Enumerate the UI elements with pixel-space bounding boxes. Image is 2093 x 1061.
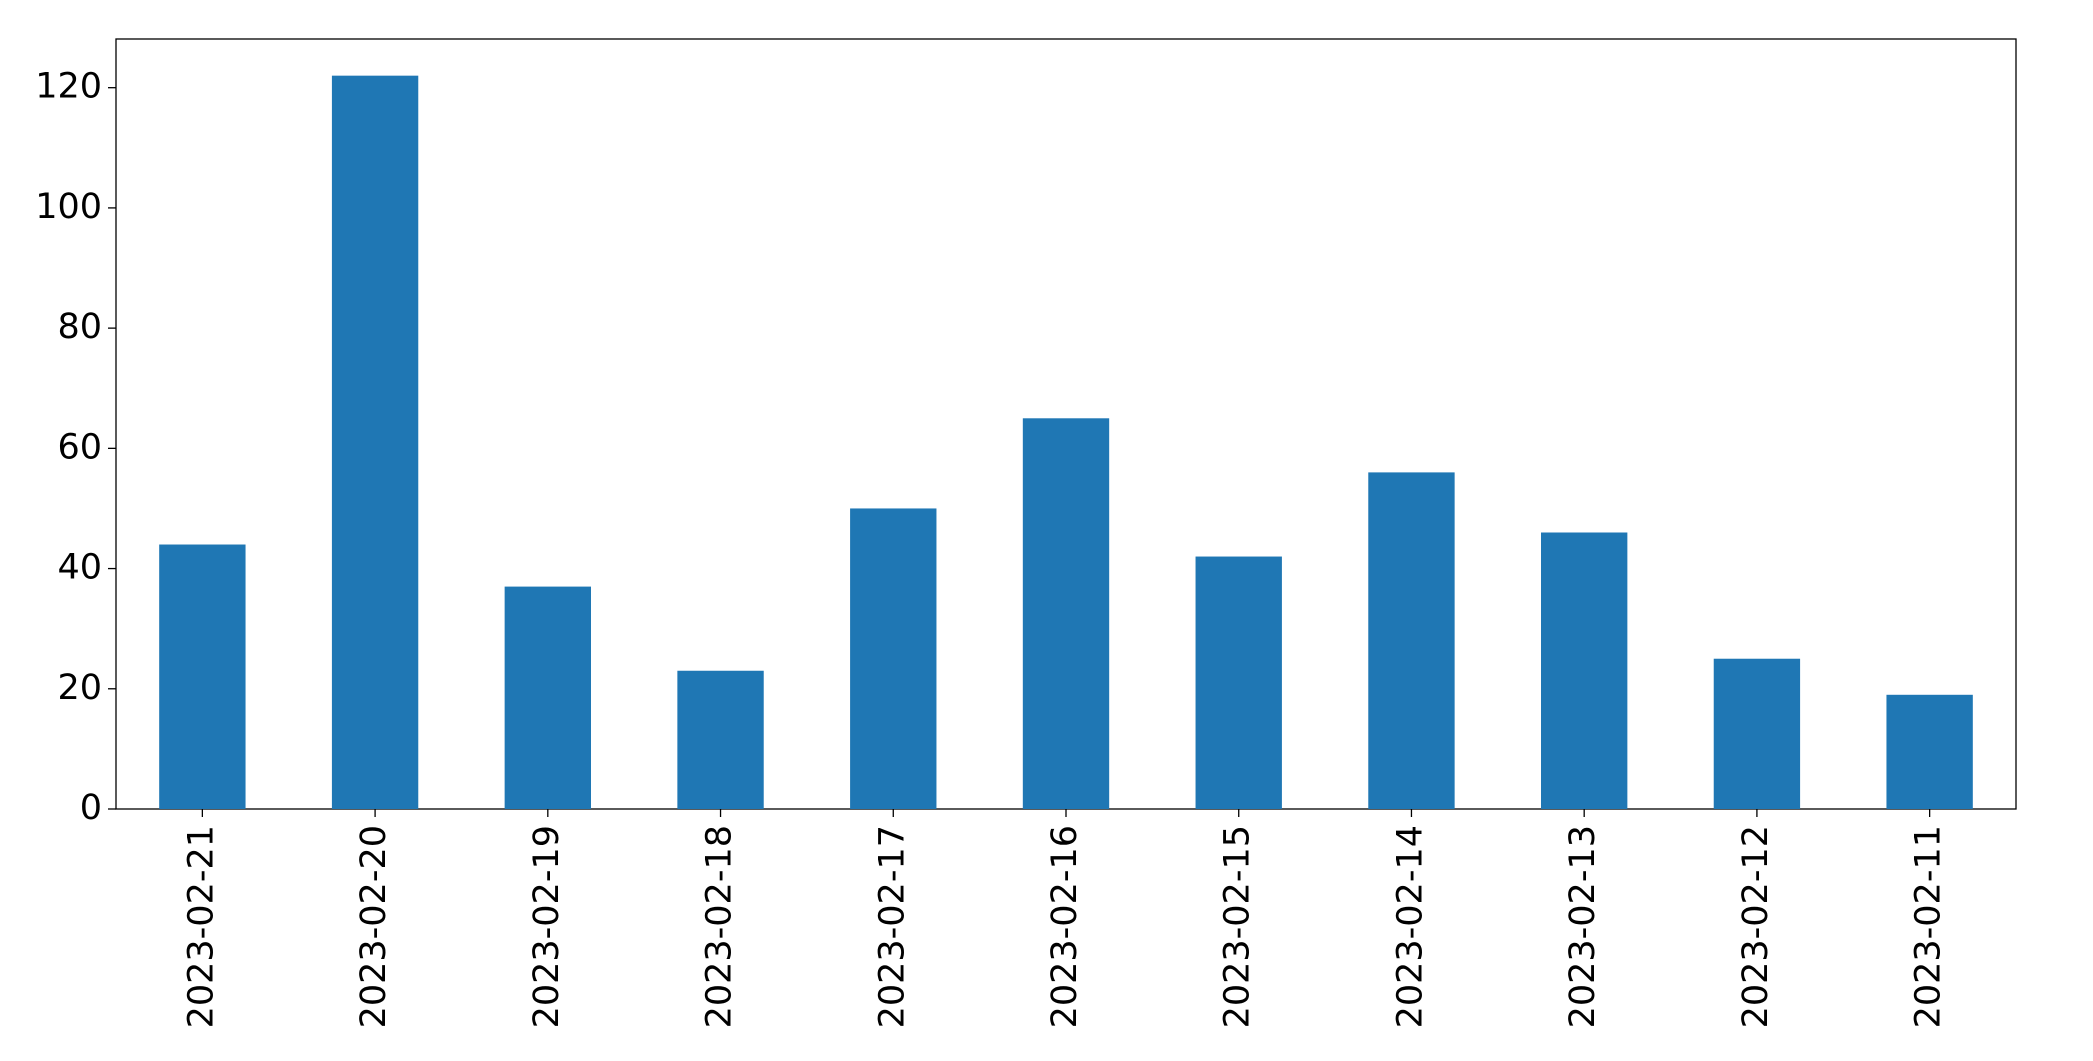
bar bbox=[1886, 694, 1973, 809]
bar bbox=[159, 544, 246, 809]
x-tick-label: 2023-02-19 bbox=[527, 825, 567, 1028]
bar bbox=[677, 670, 764, 809]
y-tick-label: 100 bbox=[35, 187, 102, 227]
x-tick-label: 2023-02-18 bbox=[700, 825, 740, 1028]
bar bbox=[331, 75, 419, 809]
x-tick-label: 2023-02-17 bbox=[872, 825, 912, 1028]
bar bbox=[1195, 556, 1282, 809]
x-tick-label: 2023-02-14 bbox=[1390, 825, 1430, 1028]
x-tick-label: 2023-02-11 bbox=[1909, 825, 1949, 1028]
bar bbox=[504, 586, 591, 809]
bar bbox=[1713, 658, 1801, 809]
x-tick-label: 2023-02-15 bbox=[1218, 825, 1258, 1028]
y-tick-label: 20 bbox=[57, 668, 102, 708]
x-tick-label: 2023-02-13 bbox=[1563, 825, 1603, 1028]
bar bbox=[1022, 418, 1110, 809]
y-tick-label: 0 bbox=[80, 788, 102, 828]
x-tick-label: 2023-02-16 bbox=[1045, 825, 1085, 1028]
y-tick-label: 120 bbox=[35, 67, 102, 107]
x-tick-label: 2023-02-12 bbox=[1736, 825, 1776, 1028]
y-tick-label: 40 bbox=[57, 548, 102, 588]
bar bbox=[1368, 472, 1455, 809]
x-tick-label: 2023-02-21 bbox=[181, 825, 221, 1028]
y-tick-label: 80 bbox=[57, 307, 102, 347]
bar bbox=[850, 508, 937, 809]
x-tick-label: 2023-02-20 bbox=[354, 825, 394, 1028]
y-tick-label: 60 bbox=[57, 427, 102, 467]
bar bbox=[1541, 532, 1628, 809]
